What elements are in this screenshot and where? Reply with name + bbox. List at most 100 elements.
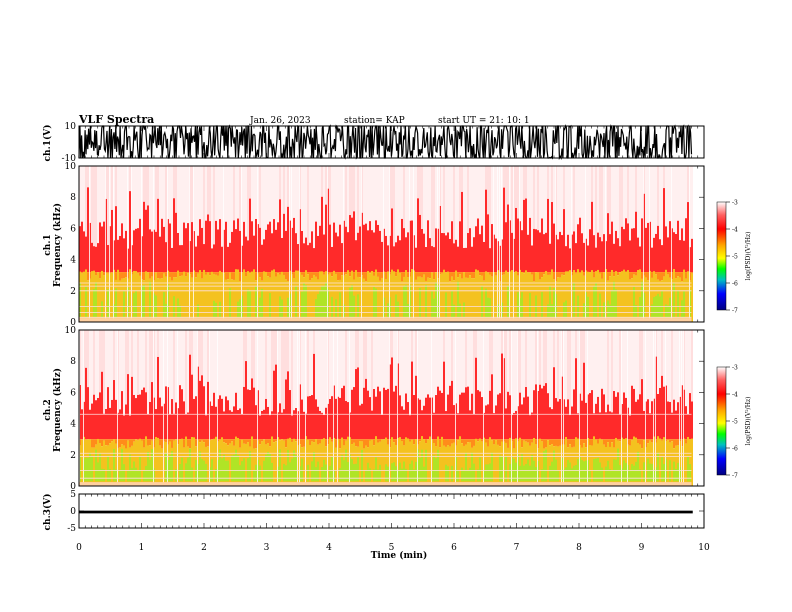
psd-cell-medium: [275, 364, 277, 440]
psd-cell-low: [391, 330, 393, 358]
psd-cell-low: [85, 166, 87, 237]
psd-cell-medium: [309, 242, 311, 273]
psd-cell-high: [613, 439, 615, 448]
psd-cell-medium: [157, 356, 159, 440]
colorbar-ch1: -3-4-5-6-7 log(PSD)(V²/Hz): [716, 200, 752, 315]
psd-cell-high: [169, 272, 171, 278]
psd-cell-peak: [107, 289, 109, 318]
psd-cell-medium: [247, 240, 249, 273]
psd-cell-medium: [301, 231, 303, 273]
psd-cell-high: [675, 439, 677, 446]
psd-cell-medium: [279, 403, 281, 440]
psd-cell-high: [589, 272, 591, 322]
psd-cell-low: [135, 166, 137, 229]
psd-cell-medium: [433, 412, 435, 440]
psd-cell-peak: [667, 305, 669, 318]
psd-cell-peak: [541, 469, 543, 482]
psd-cell-medium: [597, 396, 599, 440]
psd-cell-high: [93, 439, 95, 448]
psd-gap: [327, 330, 328, 486]
y-tick-label: 8: [70, 193, 76, 203]
psd-cell-high: [495, 275, 497, 322]
psd-cell-low: [85, 330, 87, 368]
psd-cell-peak: [665, 304, 667, 318]
psd-cell-high: [161, 439, 163, 449]
psd-cell-high: [471, 439, 473, 448]
psd-cell-low: [575, 330, 577, 359]
psd-cell-peak: [361, 449, 363, 482]
psd-cell-low: [617, 330, 619, 393]
psd-cell-high: [463, 445, 465, 486]
psd-cell-low: [501, 330, 503, 354]
psd-cell-medium: [317, 235, 319, 273]
psd-cell-medium: [627, 223, 629, 273]
psd-cell-low: [459, 330, 461, 395]
psd-cell-high: [99, 439, 101, 444]
psd-cell-peak: [423, 466, 425, 482]
psd-cell-peak: [215, 469, 217, 482]
psd-cell-low: [473, 166, 475, 238]
psd-cell-high: [175, 272, 177, 278]
psd-cell-peak: [145, 465, 147, 482]
psd-cell-medium: [611, 412, 613, 440]
psd-cell-low: [445, 330, 447, 412]
psd-cell-high: [215, 274, 217, 322]
psd-cell-high: [561, 272, 563, 275]
psd-cell-medium: [207, 381, 209, 440]
psd-cell-medium: [607, 404, 609, 440]
psd-cell-medium: [459, 394, 461, 440]
psd-cell-high: [641, 439, 643, 449]
psd-cell-medium: [249, 198, 251, 273]
psd-cell-high: [513, 439, 515, 449]
psd-cell-peak: [597, 457, 599, 482]
psd-cell-high: [591, 445, 593, 486]
psd-cell-peak: [487, 464, 489, 482]
psd-cell-low: [663, 330, 665, 387]
psd-cell-medium: [551, 202, 553, 273]
spectrogram-image: [79, 330, 693, 486]
psd-cell-low: [285, 166, 287, 231]
psd-cell-medium: [475, 226, 477, 273]
psd-cell-high: [501, 439, 503, 442]
psd-cell-high: [359, 277, 361, 322]
psd-cell-medium: [573, 231, 575, 273]
psd-cell-medium: [81, 221, 83, 273]
psd-cell-low: [687, 330, 689, 415]
psd-cell-high: [177, 270, 179, 322]
psd-cell-low: [513, 330, 515, 413]
psd-cell-medium: [679, 240, 681, 273]
psd-cell-medium: [445, 235, 447, 273]
psd-cell-low: [417, 166, 419, 199]
psd-cell-low: [211, 330, 213, 406]
psd-cell-high: [183, 439, 185, 448]
psd-cell-medium: [277, 222, 279, 273]
psd-cell-peak: [543, 451, 545, 482]
psd-cell-high: [353, 439, 355, 443]
psd-cell-medium: [385, 235, 387, 273]
psd-cell-medium: [677, 402, 679, 440]
psd-cell-low: [159, 330, 161, 398]
psd-cell-medium: [355, 369, 357, 440]
psd-cell-high: [119, 280, 121, 322]
psd-gap: [223, 166, 224, 322]
psd-cell-high: [543, 439, 545, 449]
x-axis-label: Time (min): [371, 550, 428, 561]
psd-cell-high: [573, 439, 575, 447]
psd-cell-high: [571, 439, 573, 448]
psd-cell-low: [243, 166, 245, 222]
psd-cell-low: [463, 330, 465, 393]
psd-cell-medium: [665, 226, 667, 273]
psd-cell-low: [663, 166, 665, 189]
psd-cell-peak: [387, 466, 389, 482]
psd-cell-medium: [629, 415, 631, 440]
psd-cell-medium: [147, 414, 149, 440]
psd-cell-high: [579, 272, 581, 273]
psd-cell-high: [609, 276, 611, 322]
psd-cell-medium: [191, 222, 193, 273]
psd-cell-high: [473, 272, 475, 279]
psd-cell-low: [309, 330, 311, 396]
psd-cell-high: [497, 439, 499, 445]
psd-cell-high: [443, 439, 445, 446]
psd-cell-low: [191, 330, 193, 375]
psd-cell-high: [319, 439, 321, 444]
